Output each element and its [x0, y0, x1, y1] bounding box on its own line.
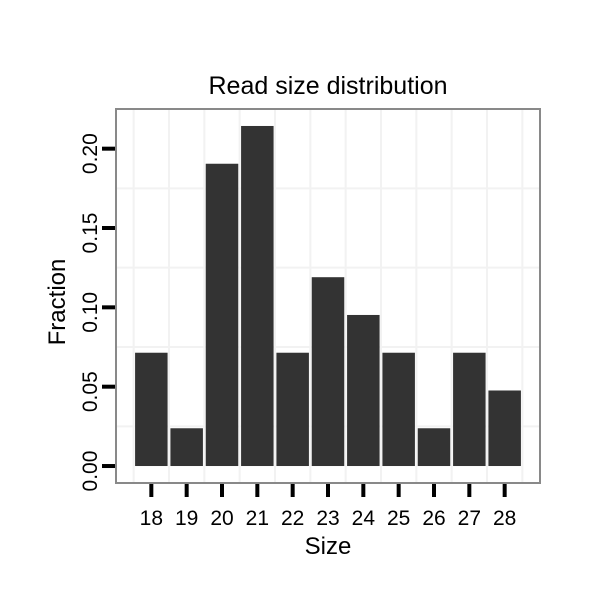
chart-title: Read size distribution — [208, 72, 448, 100]
x-tick-label: 28 — [493, 507, 516, 530]
bar-28 — [488, 390, 521, 467]
y-tick-label: 0.15 — [79, 213, 102, 254]
bar-27 — [453, 352, 486, 467]
x-tick-label: 20 — [210, 507, 233, 530]
x-axis-title: Size — [304, 533, 352, 560]
x-tick-label: 25 — [387, 507, 410, 530]
x-tick-label: 22 — [281, 507, 304, 530]
bar-23 — [311, 277, 345, 467]
x-tick-label: 27 — [458, 507, 481, 530]
y-axis-title: Fraction — [44, 258, 71, 346]
bar-19 — [170, 428, 203, 467]
x-tick-label: 26 — [422, 507, 445, 530]
x-tick-label: 24 — [352, 507, 376, 530]
x-tick-label: 19 — [175, 507, 198, 530]
x-tick-label: 18 — [140, 507, 163, 530]
panel-border — [115, 108, 541, 484]
bar-22 — [276, 352, 309, 467]
bar-24 — [347, 314, 380, 467]
bar-20 — [205, 163, 239, 467]
bar-18 — [135, 352, 168, 467]
bar-26 — [417, 428, 451, 467]
y-tick-label: 0.00 — [79, 451, 102, 492]
bar-21 — [241, 125, 274, 467]
y-tick-label: 0.05 — [79, 371, 102, 412]
x-tick-label: 23 — [316, 507, 339, 530]
bar-25 — [382, 352, 415, 467]
y-tick-label: 0.10 — [79, 292, 102, 333]
x-tick-label: 21 — [246, 507, 269, 530]
y-tick-label: 0.20 — [79, 133, 102, 174]
